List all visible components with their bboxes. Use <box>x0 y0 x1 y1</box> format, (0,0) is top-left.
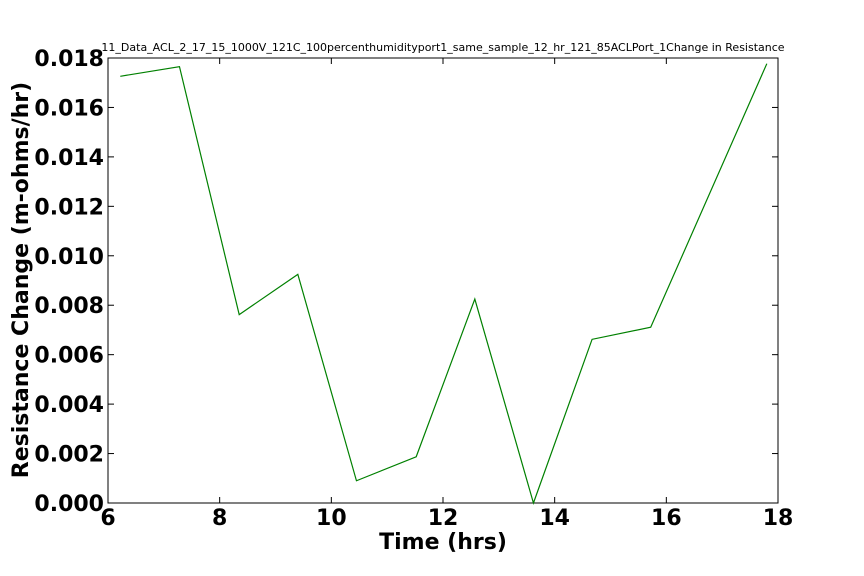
chart-title: 11_Data_ACL_2_17_15_1000V_121C_100percen… <box>101 41 784 54</box>
x-axis-label: Time (hrs) <box>379 530 507 555</box>
x-tick-label: 10 <box>316 506 347 531</box>
y-tick-label: 0.014 <box>34 146 104 171</box>
y-tick-label: 0.002 <box>34 443 104 468</box>
y-axis-label: Resistance Change (m-ohms/hr) <box>9 82 34 478</box>
y-tick-label: 0.004 <box>34 393 104 418</box>
x-tick-label: 12 <box>428 506 459 531</box>
x-tick-label: 18 <box>763 506 794 531</box>
x-tick-label: 8 <box>212 506 227 531</box>
plot-area: 6 8 10 12 14 16 18 0.000 0.002 0.004 0.006 0.008 0.0… <box>34 47 793 531</box>
y-tick-label: 0.016 <box>34 96 104 121</box>
x-tick-label: 14 <box>539 506 570 531</box>
y-tick-label: 0.008 <box>34 294 104 319</box>
y-tick-label: 0.006 <box>34 344 104 369</box>
y-tick-label: 0.010 <box>34 245 104 270</box>
y-tick-label: 0.000 <box>34 492 104 517</box>
x-tick-label: 16 <box>651 506 682 531</box>
x-tick-label: 6 <box>100 506 115 531</box>
y-tick-label: 0.018 <box>34 47 104 72</box>
y-tick-label: 0.012 <box>34 195 104 220</box>
